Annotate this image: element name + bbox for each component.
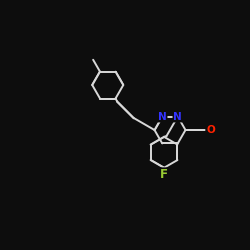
Text: N: N xyxy=(174,112,182,122)
Text: F: F xyxy=(160,168,168,181)
Text: O: O xyxy=(206,125,215,135)
Text: N: N xyxy=(158,112,166,122)
